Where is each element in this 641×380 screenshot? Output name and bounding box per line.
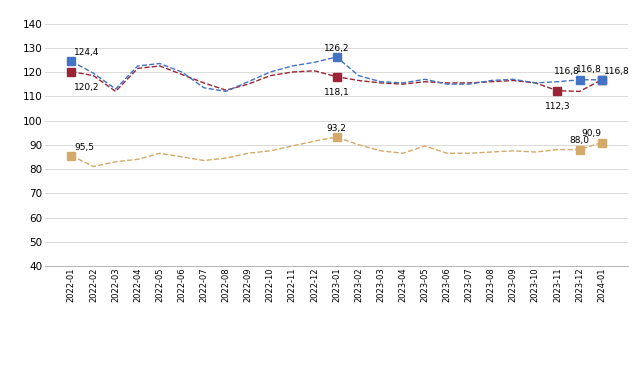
Text: 126,2: 126,2 [324, 44, 349, 53]
Text: 88,0: 88,0 [570, 136, 590, 146]
Text: 116,8: 116,8 [604, 66, 630, 76]
Text: 90,9: 90,9 [581, 130, 602, 138]
Text: 120,2: 120,2 [74, 82, 99, 92]
Text: 112,3: 112,3 [545, 102, 570, 111]
Text: 118,1: 118,1 [324, 88, 349, 97]
Text: 116,8: 116,8 [554, 66, 579, 76]
Text: 116,8: 116,8 [576, 65, 602, 74]
Text: 124,4: 124,4 [74, 48, 99, 57]
Text: 93,2: 93,2 [326, 124, 347, 133]
Text: 95,5: 95,5 [74, 142, 94, 152]
